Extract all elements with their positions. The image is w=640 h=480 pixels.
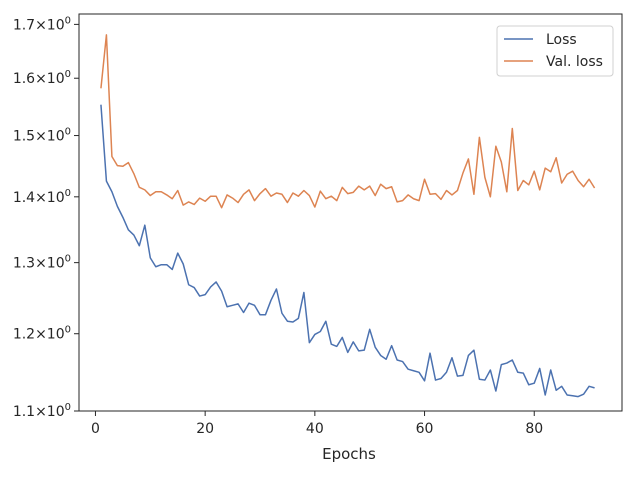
y-tick-label: 1.6×100 (13, 69, 71, 87)
x-axis: 0 20 40 60 80 (91, 411, 543, 437)
legend-label: Loss (546, 32, 577, 48)
x-tick-label: 40 (306, 421, 324, 437)
series-layer (100, 34, 596, 398)
plot-area (78, 13, 623, 412)
x-tick-label: 0 (91, 421, 100, 437)
x-axis-label: Epochs (322, 445, 376, 463)
legend: Loss Val. loss (496, 25, 614, 77)
series-line-loss (100, 104, 595, 398)
y-tick-label: 1.2×100 (13, 325, 71, 343)
y-tick-label: 1.7×100 (13, 15, 71, 33)
y-tick-label: 1.3×100 (13, 254, 71, 272)
x-tick-label: 60 (416, 421, 434, 437)
y-tick-label: 1.1×100 (13, 402, 71, 420)
x-tick-label: 20 (196, 421, 214, 437)
x-tick-label: 80 (525, 421, 543, 437)
series-line-val-loss (100, 34, 596, 209)
legend-label: Val. loss (546, 54, 603, 70)
y-tick-label: 1.4×100 (13, 188, 71, 206)
y-tick-label: 1.5×100 (13, 127, 71, 145)
y-axis: 1.1×100 1.2×100 1.3×100 1.4×100 1.5×100 1.6×1… (13, 15, 79, 420)
